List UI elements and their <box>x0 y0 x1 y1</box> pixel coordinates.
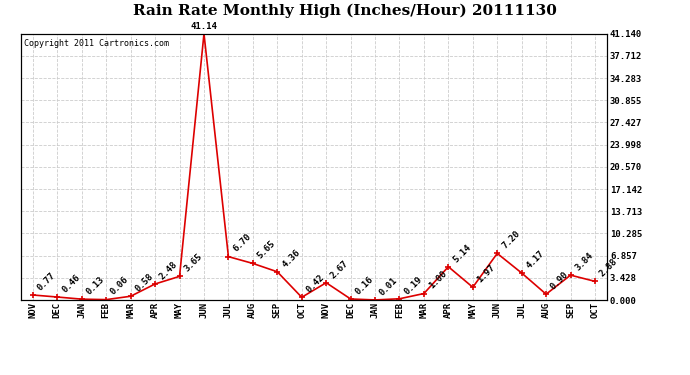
Text: 0.46: 0.46 <box>60 273 81 294</box>
Text: 0.06: 0.06 <box>109 275 130 297</box>
Text: 6.70: 6.70 <box>231 232 253 254</box>
Text: 1.97: 1.97 <box>475 263 497 285</box>
Text: 5.65: 5.65 <box>255 239 277 261</box>
Text: Copyright 2011 Cartronics.com: Copyright 2011 Cartronics.com <box>23 39 168 48</box>
Text: 4.36: 4.36 <box>280 248 302 269</box>
Text: 41.14: 41.14 <box>190 22 217 31</box>
Text: 0.90: 0.90 <box>549 270 571 291</box>
Text: 2.88: 2.88 <box>598 257 620 279</box>
Text: 3.84: 3.84 <box>573 251 595 272</box>
Text: 0.16: 0.16 <box>353 274 375 296</box>
Text: 1.00: 1.00 <box>426 269 449 291</box>
Text: 3.65: 3.65 <box>182 252 204 274</box>
Text: 0.19: 0.19 <box>402 274 424 296</box>
Text: 0.42: 0.42 <box>304 273 326 294</box>
Text: 7.20: 7.20 <box>500 229 522 251</box>
Text: Rain Rate Monthly High (Inches/Hour) 20111130: Rain Rate Monthly High (Inches/Hour) 201… <box>133 4 557 18</box>
Text: 0.13: 0.13 <box>85 275 106 296</box>
Text: 0.58: 0.58 <box>133 272 155 294</box>
Text: 5.14: 5.14 <box>451 242 473 264</box>
Text: 2.67: 2.67 <box>329 258 351 280</box>
Text: 0.01: 0.01 <box>378 276 400 297</box>
Text: 4.17: 4.17 <box>524 249 546 270</box>
Text: 2.48: 2.48 <box>158 260 179 281</box>
Text: 0.77: 0.77 <box>36 271 57 292</box>
